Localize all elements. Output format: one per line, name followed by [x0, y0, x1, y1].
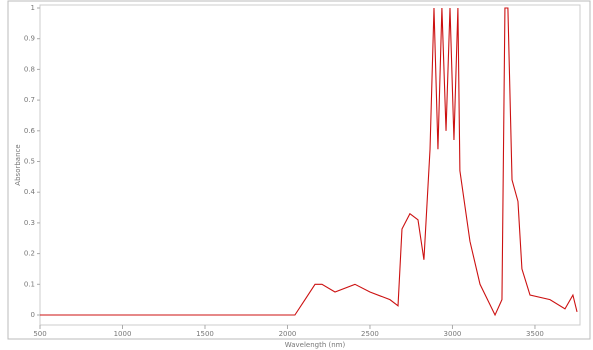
y-tick-label: 0.6 — [24, 127, 36, 135]
x-tick-label: 500 — [33, 330, 46, 338]
y-tick-label: 0.7 — [24, 96, 35, 104]
y-tick-label: 0.4 — [24, 188, 36, 196]
x-tick-label: 2000 — [279, 330, 297, 338]
x-tick-label: 2500 — [361, 330, 379, 338]
y-tick-label: 0 — [31, 311, 35, 319]
plot-area — [39, 4, 581, 326]
y-tick-label: 0.9 — [24, 35, 35, 43]
y-tick-label: 0.2 — [24, 250, 35, 258]
y-tick-label: 0.8 — [24, 65, 35, 73]
x-tick-label: 1500 — [196, 330, 214, 338]
x-tick-label: 3000 — [444, 330, 462, 338]
series-line — [40, 7, 578, 317]
y-tick-label: 0.1 — [24, 280, 35, 288]
chart-frame — [7, 0, 591, 340]
y-tick-label: 0.5 — [24, 158, 35, 166]
y-tick-label: 0.3 — [24, 219, 35, 227]
x-tick-label: 1000 — [114, 330, 132, 338]
y-tick-label: 1 — [31, 4, 35, 12]
x-axis-title: Wavelength (nm) — [285, 341, 346, 349]
y-axis-title: Absorbance — [14, 144, 22, 185]
x-tick-label: 3500 — [526, 330, 544, 338]
